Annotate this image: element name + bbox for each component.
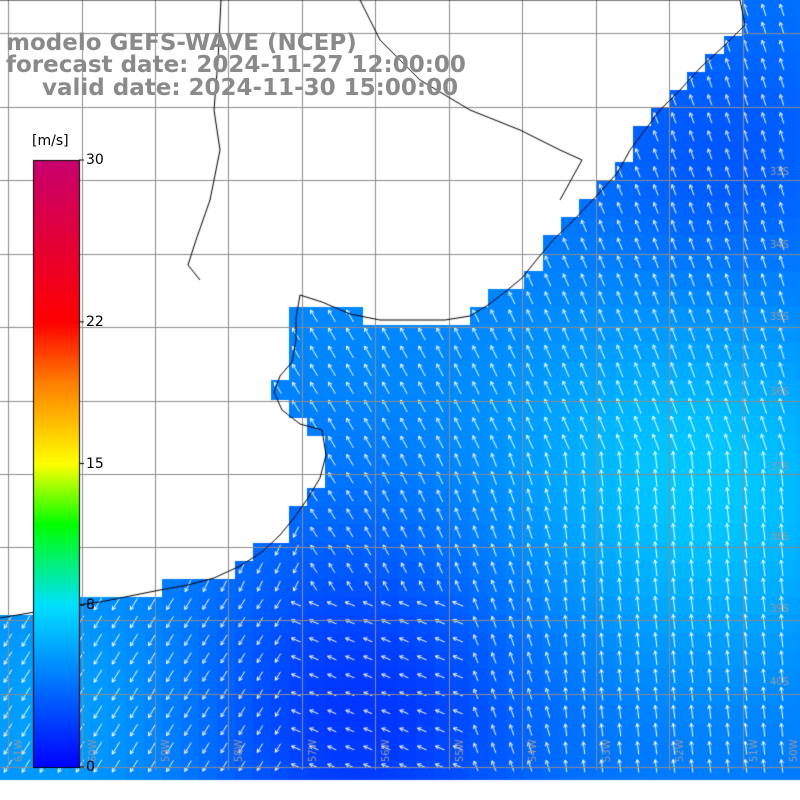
colorbar-unit: [m/s]	[32, 133, 69, 149]
colorbar-tick-label: 15	[86, 455, 104, 472]
model-title: modelo GEFS-WAVE (NCEP)	[6, 30, 357, 56]
colorbar-tick-label: 30	[86, 152, 104, 168]
colorbar-tick-label: 22	[86, 313, 104, 330]
valid-date: valid date: 2024-11-30 15:00:00	[42, 75, 459, 101]
colorbar-tick-label: 0	[86, 759, 95, 775]
colorbar-tick-label: 8	[86, 597, 95, 614]
forecast-date: forecast date: 2024-11-27 12:00:00	[6, 52, 466, 78]
